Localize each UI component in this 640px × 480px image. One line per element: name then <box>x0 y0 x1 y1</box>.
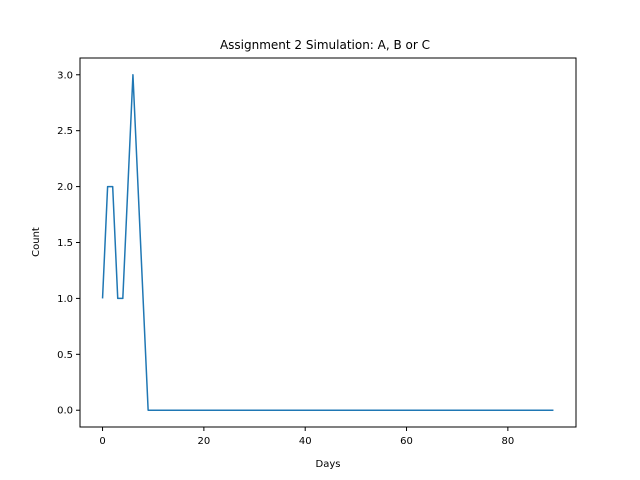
x-axis-label: Days <box>316 459 341 470</box>
x-axis: 0 20 40 60 80 <box>99 427 514 447</box>
y-axis: 0.0 0.5 1.0 1.5 2.0 2.5 3.0 <box>57 70 80 417</box>
y-tick-label: 3.0 <box>57 70 73 81</box>
y-tick-label: 1.5 <box>57 238 73 249</box>
x-tick-label: 40 <box>299 436 312 447</box>
x-tick-label: 20 <box>198 436 211 447</box>
series-line-0 <box>101 74 554 411</box>
y-tick-label: 1.0 <box>57 294 73 305</box>
plot-frame <box>79 57 577 428</box>
y-axis-label: Count <box>31 227 42 257</box>
x-tick-label: 80 <box>501 436 514 447</box>
y-tick-label: 2.0 <box>57 182 73 193</box>
x-tick-label: 60 <box>400 436 413 447</box>
x-tick-label: 0 <box>99 436 105 447</box>
plot-area <box>101 74 554 411</box>
y-tick-label: 0.5 <box>57 350 73 361</box>
chart-title: Assignment 2 Simulation: A, B or C <box>220 38 430 52</box>
y-tick-label: 0.0 <box>57 406 73 417</box>
y-tick-label: 2.5 <box>57 126 73 137</box>
